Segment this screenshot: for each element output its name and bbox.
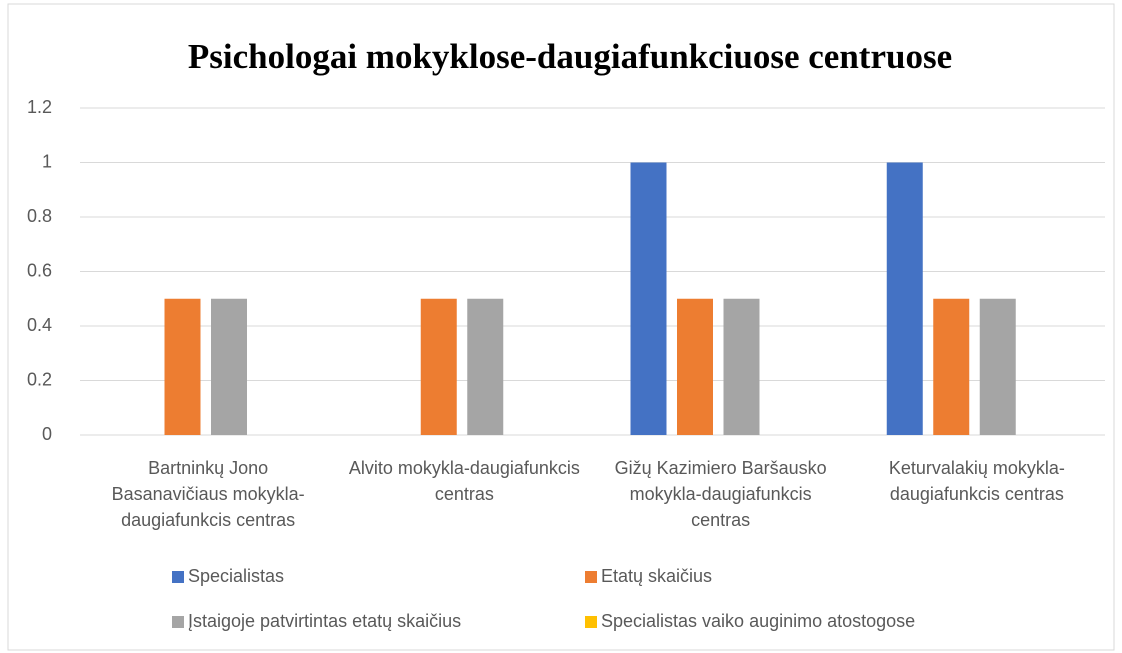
legend-label: Etatų skaičius	[601, 566, 712, 586]
y-tick-label: 0.6	[27, 260, 52, 280]
y-tick-label: 1.2	[27, 97, 52, 117]
x-tick-label: Keturvalakių mokykla-daugiafunkcis centr…	[888, 458, 1065, 504]
x-tick-label: Alvito mokykla-daugiafunkcis centras	[348, 458, 580, 504]
legend-swatch	[585, 571, 597, 583]
bar	[979, 298, 1016, 435]
x-tick-label: Bartninkų Jono Basanavičiaus mokykla-dau…	[111, 458, 305, 530]
bar	[630, 162, 667, 435]
bar	[677, 298, 713, 435]
bar	[467, 298, 504, 435]
y-tick-label: 0.2	[27, 369, 52, 389]
legend-swatch	[585, 616, 597, 628]
legend-swatch	[172, 616, 184, 628]
legend-label: Įstaigoje patvirtintas etatų skaičius	[188, 611, 461, 631]
bar	[723, 298, 760, 435]
y-tick-label: 0.4	[27, 315, 52, 335]
bar	[933, 298, 970, 435]
y-tick-label: 0	[42, 424, 52, 444]
legend-swatch	[172, 571, 184, 583]
bar	[420, 298, 457, 435]
legend-label: Specialistas vaiko auginimo atostogose	[601, 611, 915, 631]
y-tick-label: 1	[42, 151, 52, 171]
legend-label: Specialistas	[188, 566, 284, 586]
bar	[164, 298, 201, 435]
y-tick-label: 0.8	[27, 206, 52, 226]
bar	[211, 298, 247, 435]
chart-title: Psichologai mokyklose-daugiafunkciuose c…	[188, 37, 952, 76]
x-tick-label: Gižų Kazimiero Baršausko mokykla-daugiaf…	[614, 458, 827, 530]
bar	[886, 162, 923, 435]
